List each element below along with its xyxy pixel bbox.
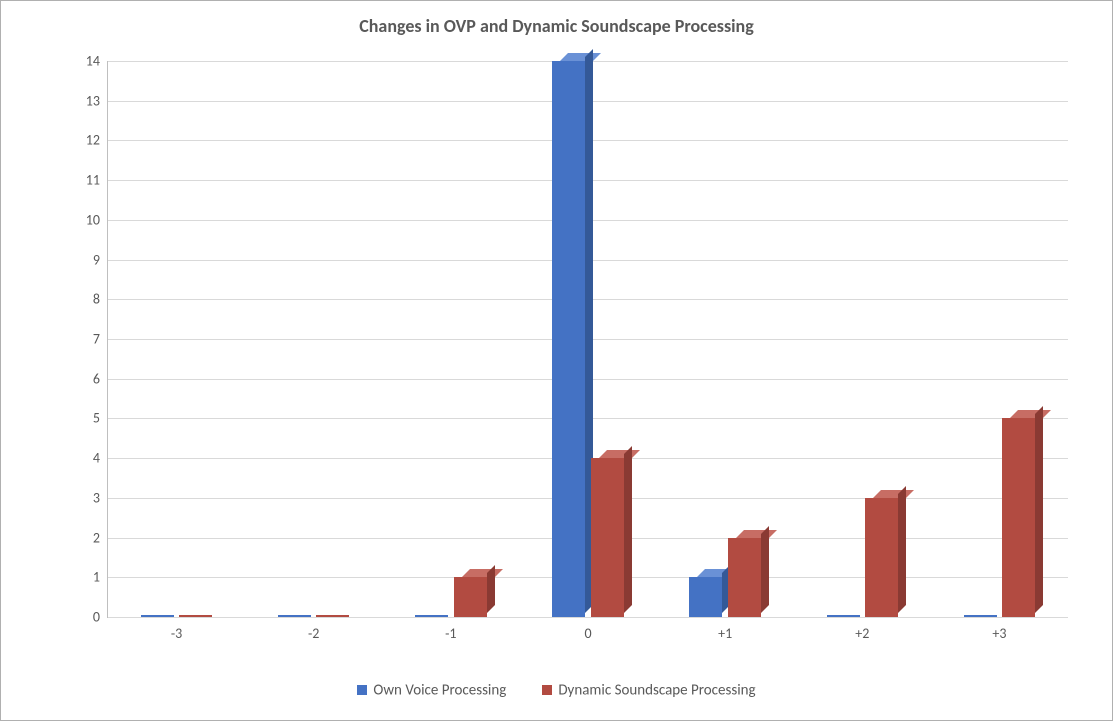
y-tick-label: 0 [93, 609, 108, 626]
y-tick-label: 10 [86, 211, 108, 228]
y-tick-label: 1 [93, 569, 108, 586]
x-tick-label: 0 [584, 617, 591, 642]
bar-top [599, 450, 640, 458]
legend-swatch [542, 685, 552, 695]
bar-stub [827, 615, 860, 617]
bar-front [454, 577, 487, 617]
y-tick-label: 4 [93, 450, 108, 467]
y-tick-label: 2 [93, 529, 108, 546]
y-tick-label: 13 [86, 92, 108, 109]
bar [454, 577, 487, 617]
bar [591, 458, 624, 617]
bar-front [591, 458, 624, 617]
bar [728, 538, 761, 617]
bar-front [865, 498, 898, 617]
bar-side [761, 526, 769, 613]
bar-top [873, 490, 914, 498]
bar-top [736, 530, 777, 538]
y-tick-label: 5 [93, 410, 108, 427]
legend-label: Dynamic Soundscape Processing [558, 681, 755, 699]
legend: Own Voice Processing Dynamic Soundscape P… [1, 681, 1112, 699]
legend-item: Dynamic Soundscape Processing [542, 681, 755, 699]
x-tick-label: +1 [718, 617, 732, 642]
bar-stub [316, 615, 349, 617]
bar-stub [179, 615, 212, 617]
bar-top [560, 53, 601, 61]
bar-side [487, 565, 495, 613]
bar-stub [141, 615, 174, 617]
bar-front [1002, 418, 1035, 617]
legend-label: Own Voice Processing [373, 681, 506, 699]
x-tick-label: +3 [992, 617, 1006, 642]
chart-container: Changes in OVP and Dynamic Soundscape Pr… [0, 0, 1113, 721]
bar-front [728, 538, 761, 617]
bar-stub [964, 615, 997, 617]
bar-stub [278, 615, 311, 617]
y-tick-label: 9 [93, 251, 108, 268]
legend-swatch [357, 685, 367, 695]
bar-top [1010, 410, 1051, 418]
y-tick-label: 11 [86, 172, 108, 189]
y-tick-label: 14 [86, 53, 108, 70]
bar-side [898, 486, 906, 613]
bar [689, 577, 722, 617]
bar-front [689, 577, 722, 617]
bar [1002, 418, 1035, 617]
x-tick-label: -3 [171, 617, 182, 642]
bar [552, 61, 585, 617]
x-tick-label: -1 [445, 617, 456, 642]
bar-top [462, 569, 503, 577]
bar-front [552, 61, 585, 617]
y-tick-label: 12 [86, 132, 108, 149]
y-tick-label: 7 [93, 331, 108, 348]
y-tick-label: 8 [93, 291, 108, 308]
y-tick-label: 3 [93, 489, 108, 506]
bar-side [624, 446, 632, 613]
bar-side [1035, 406, 1043, 613]
chart-title: Changes in OVP and Dynamic Soundscape Pr… [1, 1, 1112, 37]
bar-stub [415, 615, 448, 617]
y-tick-label: 6 [93, 370, 108, 387]
bar [865, 498, 898, 617]
x-tick-label: +2 [855, 617, 869, 642]
legend-item: Own Voice Processing [357, 681, 506, 699]
x-tick-label: -2 [308, 617, 319, 642]
plot-area: 01234567891011121314-3-2-10+1+2+3 [107, 61, 1068, 618]
